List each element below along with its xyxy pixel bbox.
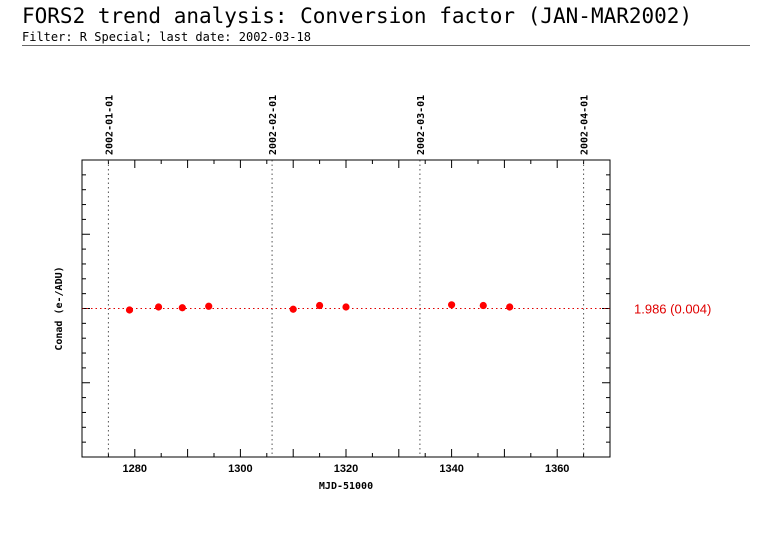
data-point [342,303,350,311]
data-point [154,303,163,311]
data-point [316,301,324,310]
data-point [448,301,456,309]
page-subtitle: Filter: R Special; last date: 2002-03-18 [22,30,311,44]
date-markers: 2002-01-01 2002-02-01 2002-03-01 2002-04-01 [104,95,591,457]
x-tick-label: 1340 [439,463,463,475]
data-point [479,301,487,310]
page-title: FORS2 trend analysis: Conversion factor … [22,4,693,28]
x-tick-label: 1320 [334,463,358,475]
data-point [506,303,514,311]
data-point [178,304,186,312]
data-point [205,302,213,310]
y-axis-label: Conad (e-/ADU) [54,266,65,350]
reference-value-label: 1.986 (0.004) [634,302,711,317]
data-point [125,306,134,314]
x-tick-label: 1280 [123,463,147,475]
axis-ticks: 1280 1300 1320 1340 1360 [81,159,611,475]
date-marker-label: 2002-03-01 [416,95,427,155]
plot-frame [81,159,611,458]
date-marker-label: 2002-04-01 [580,95,591,155]
x-tick-label: 1300 [228,463,252,475]
header-divider [22,45,750,46]
date-marker-label: 2002-01-01 [104,95,115,155]
data-points [125,301,514,314]
date-marker-label: 2002-02-01 [268,95,279,155]
data-point [289,305,297,313]
x-axis-label: MJD-51000 [319,481,373,492]
x-tick-label: 1360 [545,463,569,475]
